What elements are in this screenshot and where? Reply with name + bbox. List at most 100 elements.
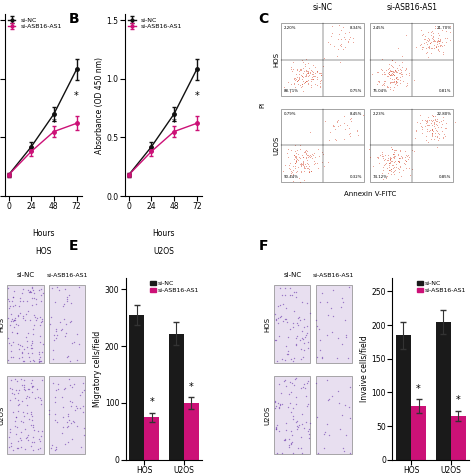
Point [60, 385, 67, 393]
Point [390, 146, 398, 154]
Point [292, 147, 299, 155]
Point [423, 40, 431, 47]
Point [279, 167, 287, 175]
Point [420, 35, 428, 43]
Point [304, 164, 312, 172]
Point [340, 447, 347, 455]
Point [297, 145, 304, 153]
Point [306, 310, 313, 317]
Bar [184, 403, 199, 460]
Point [430, 122, 438, 130]
Point [293, 155, 301, 163]
Point [410, 147, 418, 155]
Point [35, 357, 43, 365]
FancyBboxPatch shape [282, 23, 365, 96]
Point [421, 122, 429, 130]
Point [346, 115, 354, 123]
Point [30, 426, 38, 434]
Point [392, 58, 399, 66]
Point [276, 401, 284, 409]
Point [438, 38, 446, 46]
Point [303, 66, 310, 74]
Point [389, 68, 397, 76]
Point [436, 42, 444, 49]
Point [29, 422, 36, 429]
Point [7, 428, 14, 436]
Point [418, 116, 425, 123]
Point [388, 157, 395, 165]
Point [381, 155, 389, 163]
FancyBboxPatch shape [7, 376, 44, 454]
Text: Annexin V-FITC: Annexin V-FITC [344, 191, 397, 197]
Point [48, 441, 55, 449]
Point [397, 70, 404, 77]
Point [80, 431, 88, 438]
Point [287, 355, 294, 363]
Point [275, 428, 283, 435]
Point [344, 38, 352, 46]
Point [27, 410, 35, 418]
Point [5, 304, 13, 312]
Point [297, 159, 304, 166]
Point [300, 160, 307, 168]
Point [35, 286, 43, 294]
Point [298, 162, 305, 170]
Point [25, 385, 33, 392]
Point [383, 66, 390, 73]
Point [272, 315, 280, 323]
Point [438, 41, 445, 49]
Point [383, 172, 391, 180]
Point [387, 154, 394, 162]
FancyBboxPatch shape [7, 285, 44, 364]
Point [433, 43, 440, 51]
Text: 21.70%: 21.70% [437, 26, 451, 30]
Point [36, 321, 43, 329]
FancyBboxPatch shape [370, 23, 454, 96]
Point [30, 446, 37, 454]
Point [301, 147, 309, 155]
Point [23, 343, 30, 351]
Point [391, 66, 398, 74]
Point [442, 38, 450, 46]
Point [394, 44, 402, 52]
Point [28, 301, 36, 309]
Point [442, 124, 449, 132]
Point [331, 126, 339, 133]
Point [403, 81, 410, 89]
Point [286, 325, 294, 333]
Point [305, 168, 313, 175]
Point [293, 167, 301, 174]
Point [303, 77, 311, 84]
Point [423, 118, 430, 126]
Point [70, 381, 78, 388]
Point [39, 340, 46, 348]
Point [428, 127, 436, 134]
Text: *: * [456, 395, 461, 405]
Point [275, 404, 283, 411]
Point [317, 69, 324, 76]
Text: 0.85%: 0.85% [439, 175, 451, 179]
Point [399, 70, 406, 77]
Point [441, 34, 448, 42]
Point [289, 168, 296, 176]
Point [423, 122, 430, 129]
Point [19, 408, 27, 416]
Point [22, 435, 29, 442]
Point [305, 425, 312, 433]
Point [381, 152, 389, 159]
Point [28, 339, 36, 347]
Point [53, 334, 60, 342]
Point [297, 434, 304, 441]
Point [301, 148, 309, 155]
Text: si-ASB16-AS1: si-ASB16-AS1 [46, 273, 88, 278]
Text: si-ASB16-AS1: si-ASB16-AS1 [386, 3, 438, 12]
Point [302, 73, 310, 80]
Point [436, 43, 444, 50]
Point [64, 422, 72, 429]
Point [385, 70, 392, 78]
Point [304, 68, 312, 76]
Point [72, 406, 79, 413]
Point [292, 159, 299, 167]
Point [428, 119, 435, 127]
Point [27, 288, 35, 295]
